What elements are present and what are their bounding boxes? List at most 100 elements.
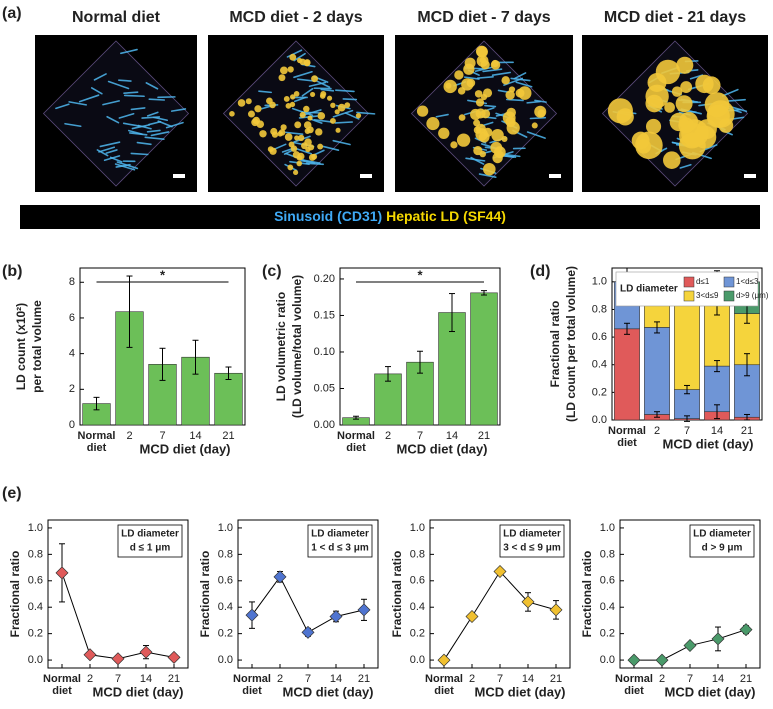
marker <box>273 570 287 584</box>
image-vessel <box>114 163 136 171</box>
image-vessel <box>356 111 376 115</box>
image-vessel <box>130 152 149 156</box>
image-vessel <box>526 131 546 139</box>
x-tick-label: 14 <box>330 673 342 685</box>
x-tick-label: Normal diet <box>43 673 81 697</box>
image-droplet <box>278 74 286 82</box>
panel-label: (a) <box>2 5 22 22</box>
image-droplet <box>290 145 298 152</box>
image-vessel <box>55 103 70 110</box>
image-droplet <box>457 87 466 95</box>
image-vessel <box>334 121 354 124</box>
x-tick-label: 2 <box>654 425 660 437</box>
image-vessel <box>435 113 449 118</box>
error-bar <box>93 396 100 411</box>
image-vessel <box>297 78 315 82</box>
image-droplet <box>490 141 503 154</box>
y-tick-label: 0.4 <box>600 601 615 613</box>
image-vessel <box>123 94 145 98</box>
image-title: Normal diet <box>72 9 161 26</box>
x-tick-label: 7 <box>497 673 503 685</box>
bar-segment <box>644 327 670 415</box>
marker <box>139 645 153 659</box>
image-droplet <box>303 105 310 113</box>
y-tick-label: 0.4 <box>218 601 233 613</box>
image-title: MCD diet - 21 days <box>604 9 746 26</box>
image-droplet <box>663 151 681 169</box>
image-vessel <box>332 109 354 118</box>
y-tick-label: 0.2 <box>600 628 615 640</box>
image-vessel <box>342 98 358 101</box>
image-vessel <box>90 87 103 95</box>
image-droplet <box>454 70 464 80</box>
marker <box>167 650 181 664</box>
legend-label: 1<d≤3 <box>736 277 759 286</box>
x-axis-label: MCD diet (day) <box>397 441 488 456</box>
y-tick-label: 1.0 <box>592 276 607 288</box>
image-vessel <box>344 112 360 120</box>
image-tile: MCD diet - 21 days <box>582 9 768 192</box>
image-droplet <box>330 102 336 108</box>
y-tick-label: 0.4 <box>28 601 43 613</box>
y-tick-label: 1.0 <box>600 522 615 534</box>
error-bar <box>417 350 423 374</box>
y-tick-label: 0.4 <box>592 359 607 371</box>
x-tick-label: 2 <box>385 430 391 442</box>
legend-swatch <box>683 290 695 302</box>
image-vessel <box>504 153 521 158</box>
x-tick-label: 2 <box>659 673 665 685</box>
image-droplet <box>483 162 496 176</box>
x-tick-label: 7 <box>417 430 423 442</box>
image-droplet <box>508 86 516 93</box>
image-droplet <box>480 93 488 101</box>
image-vessel <box>470 156 485 165</box>
x-axis-label: MCD diet (day) <box>283 684 374 699</box>
legend-title: LD diameter <box>620 284 678 295</box>
image-vessel <box>526 100 541 104</box>
image-vessel <box>313 119 334 123</box>
error-bar <box>654 411 660 418</box>
annotation: LD diameter <box>121 529 179 540</box>
error-bar <box>624 322 630 335</box>
y-axis-label: Fractional ratio <box>580 551 594 638</box>
x-tick-label: Normal diet <box>615 673 653 697</box>
image-vessel <box>99 141 121 148</box>
marker <box>711 632 725 646</box>
image-droplet <box>289 53 297 61</box>
image-droplet <box>306 126 314 134</box>
marker <box>549 603 563 617</box>
y-axis-label: (LD volume/total volume) <box>290 275 304 418</box>
x-axis-label: MCD diet (day) <box>665 684 756 699</box>
scale-bar <box>173 174 185 178</box>
image-droplet <box>344 102 351 108</box>
y-axis-label: (LD count per total volume) <box>564 266 578 422</box>
image-vessel <box>148 98 166 101</box>
image-vessel <box>310 118 323 124</box>
image-droplet <box>664 102 675 113</box>
image-vessel <box>107 80 130 90</box>
error-bar <box>481 290 487 296</box>
x-tick-label: Normal diet <box>233 673 271 697</box>
image-vessel <box>68 101 88 106</box>
image-droplet <box>319 93 326 99</box>
y-tick-label: 0.6 <box>592 331 607 343</box>
x-tick-label: 14 <box>446 430 458 442</box>
image-vessel <box>463 76 480 80</box>
image-vessel <box>146 129 161 133</box>
y-tick-label: 0.2 <box>28 628 43 640</box>
image-vessel <box>296 148 313 155</box>
panel-a: (a) Sinusoid (CD31) Hepatic LD (SF44) <box>2 5 760 229</box>
image-vessel <box>285 131 304 136</box>
image-droplet <box>492 152 503 164</box>
image-droplet <box>280 66 288 75</box>
image-droplet <box>254 105 262 113</box>
image-droplet <box>334 109 340 115</box>
image-droplet <box>490 60 501 70</box>
error-bar <box>192 339 199 375</box>
image-vessel <box>529 116 547 120</box>
error-bar <box>684 384 690 395</box>
image-vessel <box>308 81 327 88</box>
annotation: LD diameter <box>503 529 561 540</box>
y-tick-label: 0.6 <box>410 575 425 587</box>
y-tick-label: 0.15 <box>314 309 335 321</box>
